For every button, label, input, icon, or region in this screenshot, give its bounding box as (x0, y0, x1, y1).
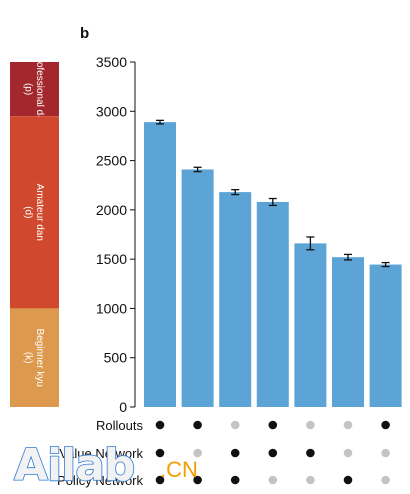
rank-band (10, 308, 59, 407)
component-dot (343, 475, 353, 485)
y-tick-label: 3500 (96, 54, 127, 70)
y-tick-label: 2000 (96, 202, 127, 218)
rank-band (10, 62, 59, 117)
component-dot (268, 475, 278, 485)
y-tick-label: 3000 (96, 103, 127, 119)
component-dot (193, 420, 202, 430)
component-dot (306, 448, 315, 458)
component-dot (230, 448, 240, 458)
component-dot (230, 475, 240, 485)
component-dot (155, 420, 165, 430)
y-tick-label: 500 (104, 350, 128, 366)
component-dot (381, 448, 390, 458)
bar (256, 201, 289, 407)
component-matrix: Rollouts Value Network Policy Network (57, 418, 390, 488)
component-dot (230, 420, 240, 430)
component-dot (343, 448, 353, 458)
bar (219, 192, 252, 407)
bar (144, 122, 176, 407)
component-dot (343, 420, 353, 430)
y-axis: 0 500 1000 1500 2000 2500 3000 3500 (96, 54, 136, 415)
component-dot (155, 475, 165, 485)
rank-band (10, 116, 59, 309)
bar (181, 169, 214, 407)
panel-letter: b (80, 25, 89, 42)
component-row-label: Rollouts (96, 418, 143, 433)
y-tick-label: 1500 (96, 251, 127, 267)
component-dot (306, 420, 315, 430)
bar (294, 243, 327, 407)
rank-band-label: Beginner kyu(k) (23, 329, 46, 387)
bar (369, 264, 402, 407)
component-dot (193, 475, 202, 485)
bar (332, 257, 364, 407)
rank-bands: Professional dan(p) Amateur dan(d) Beginne… (10, 52, 59, 407)
rank-band-label: Professional dan(p) (23, 52, 46, 127)
component-dot (306, 475, 315, 485)
component-dot (193, 448, 202, 458)
component-dot (268, 420, 278, 430)
component-dot (381, 475, 390, 485)
component-row-label: Policy Network (57, 473, 143, 488)
bars (144, 119, 402, 407)
y-tick-label: 2500 (96, 153, 127, 169)
y-tick-label: 0 (119, 399, 127, 415)
component-dot (381, 420, 390, 430)
component-dot (155, 448, 165, 458)
component-row-label: Value Network (59, 446, 143, 461)
component-dot (268, 448, 278, 458)
y-tick-label: 1000 (96, 300, 127, 316)
rank-band-label: Amateur dan(d) (23, 184, 46, 241)
